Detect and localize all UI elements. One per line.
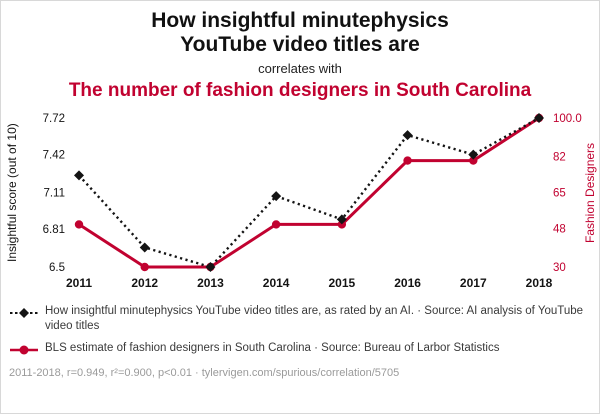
data-point-diamond bbox=[336, 214, 347, 225]
left-axis-label: Insightful score (out of 10) bbox=[5, 123, 19, 263]
data-point-diamond bbox=[271, 191, 282, 202]
legend-label: BLS estimate of fashion designers in Sou… bbox=[45, 342, 500, 355]
series-line-diamond bbox=[78, 116, 540, 269]
left-tick-label: 7.11 bbox=[43, 188, 65, 200]
secondary-title: The number of fashion designers in South… bbox=[68, 80, 532, 102]
data-point-circle bbox=[469, 156, 478, 165]
right-tick-label: 100.0 bbox=[553, 113, 582, 125]
legend-item-insightful: How insightful minutephysics YouTube vid… bbox=[9, 304, 591, 334]
x-tick-label: 2012 bbox=[131, 276, 158, 290]
chart-svg: 6.5 6.81 7.11 7.42 7.72 30 48 65 82 100.0 2011 2012… bbox=[43, 113, 582, 290]
data-point-circle bbox=[140, 262, 149, 272]
x-tick-label: 2015 bbox=[329, 276, 356, 290]
left-tick-label: 6.81 bbox=[43, 224, 65, 236]
chart-area: 6.5 6.81 7.11 7.42 7.72 30 48 65 82 100.0 2011 2012… bbox=[1, 104, 599, 296]
x-tick-label: 2016 bbox=[394, 276, 421, 290]
correlates-with-text: correlates with bbox=[258, 61, 342, 77]
x-tick-label: 2017 bbox=[460, 276, 487, 290]
data-point-diamond bbox=[205, 262, 216, 273]
data-point-circle bbox=[337, 220, 347, 229]
right-tick-label: 82 bbox=[553, 151, 566, 163]
data-point-diamond bbox=[402, 130, 413, 141]
data-point-diamond bbox=[139, 242, 150, 253]
footer-stats-and-url: 2011-2018, r=0.949, r²=0.900, p<0.01 · t… bbox=[9, 367, 400, 380]
x-tick-label: 2014 bbox=[263, 276, 290, 290]
chart-header: How insightful minutephysics YouTube vid… bbox=[1, 1, 599, 102]
right-tick-label: 30 bbox=[553, 262, 566, 274]
left-tick-label: 7.72 bbox=[43, 113, 65, 125]
left-tick-label: 6.5 bbox=[49, 262, 65, 274]
right-axis-label: Fashion Designers bbox=[583, 143, 597, 244]
legend-item-designers: BLS estimate of fashion designers in Sou… bbox=[9, 341, 591, 357]
data-point-diamond bbox=[74, 170, 84, 181]
right-tick-label: 48 bbox=[553, 224, 566, 236]
data-point-circle bbox=[271, 220, 281, 229]
legend-label: How insightful minutephysics YouTube vid… bbox=[45, 305, 584, 333]
diamond-dashed-marker-icon bbox=[10, 308, 38, 319]
left-tick-label: 7.42 bbox=[43, 150, 65, 162]
x-tick-label: 2011 bbox=[66, 276, 92, 290]
data-point-circle bbox=[403, 156, 412, 165]
title-line-1: How insightful minutephysics bbox=[151, 9, 449, 32]
data-point-circle bbox=[74, 220, 84, 229]
title-line-2: YouTube video titles are bbox=[180, 32, 420, 56]
data-point-diamond bbox=[468, 149, 479, 160]
page-title: How insightful minutephysics YouTube vid… bbox=[1, 9, 599, 56]
right-tick-label: 65 bbox=[553, 188, 566, 200]
x-tick-label: 2018 bbox=[526, 276, 553, 290]
series-line-circle bbox=[78, 116, 540, 269]
legend: How insightful minutephysics YouTube vid… bbox=[9, 304, 591, 357]
data-point-diamond bbox=[534, 113, 544, 124]
x-tick-label: 2013 bbox=[197, 276, 224, 290]
circle-solid-marker-icon bbox=[10, 345, 38, 355]
